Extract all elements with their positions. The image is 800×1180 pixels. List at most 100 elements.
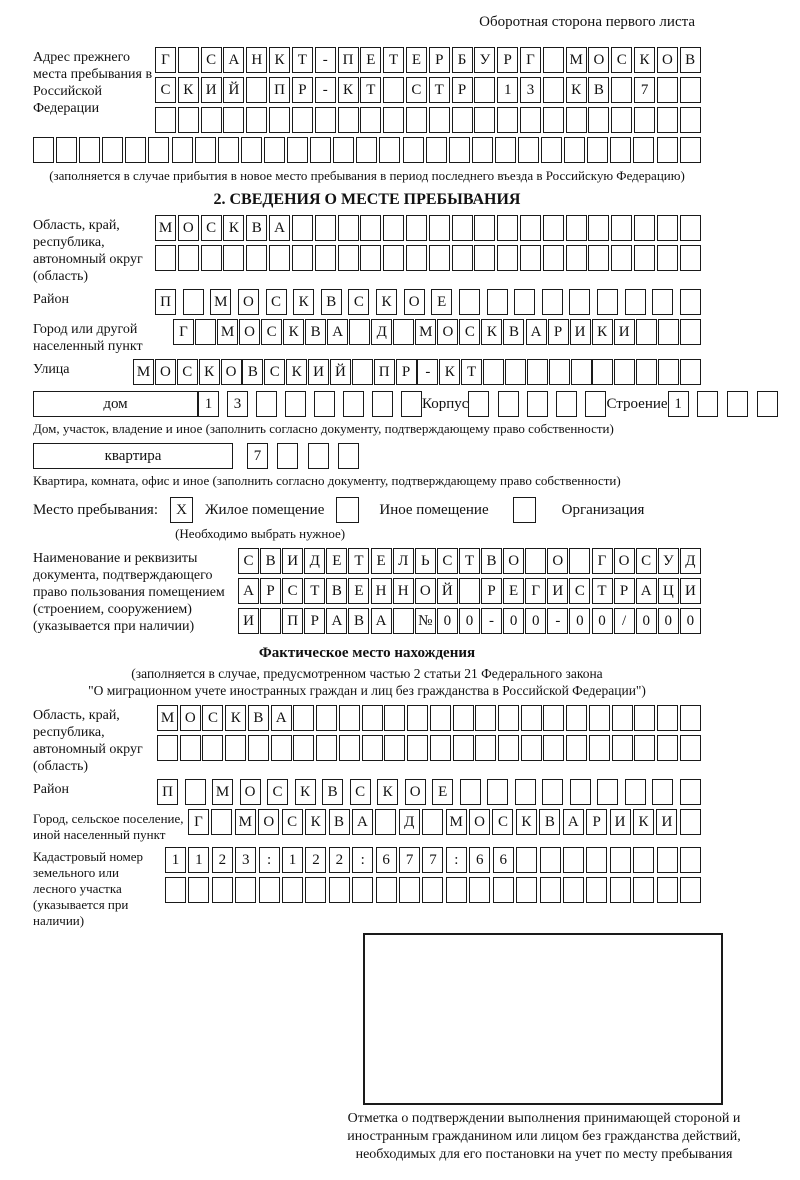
char-box: В xyxy=(260,548,282,574)
stay-type-row: Место пребывания: X Жилое помещение Иное… xyxy=(33,497,701,523)
char-box: 1 xyxy=(667,391,689,417)
char-box xyxy=(102,137,124,163)
char-box xyxy=(293,735,315,761)
char-box: С xyxy=(459,319,481,345)
char-box xyxy=(393,319,415,345)
char-box: А xyxy=(326,608,348,634)
char-box xyxy=(597,289,618,315)
char-box xyxy=(564,137,586,163)
char-box xyxy=(407,735,429,761)
char-box xyxy=(697,391,719,417)
char-box: 7 xyxy=(634,77,656,103)
char-box: Р xyxy=(304,608,326,634)
char-box xyxy=(634,245,656,271)
char-box: А xyxy=(525,319,547,345)
char-box xyxy=(451,245,473,271)
char-box xyxy=(291,215,313,241)
char-box: № xyxy=(414,608,436,634)
korpus-label: Корпус xyxy=(422,395,469,412)
apartment-row: квартира 7 xyxy=(33,443,701,469)
char-box xyxy=(356,137,378,163)
char-box xyxy=(679,809,701,835)
char-box xyxy=(428,107,450,133)
char-box: 2 xyxy=(305,847,327,873)
char-box xyxy=(314,215,336,241)
char-box xyxy=(291,245,313,271)
char-box xyxy=(611,215,633,241)
char-box xyxy=(328,877,350,903)
char-box xyxy=(428,245,450,271)
char-box xyxy=(211,877,233,903)
char-box: О xyxy=(154,359,176,385)
section2-title: 2. СВЕДЕНИЯ О МЕСТЕ ПРЕБЫВАНИЯ xyxy=(213,191,521,208)
char-box xyxy=(656,137,678,163)
char-box: Р xyxy=(428,47,450,73)
char-box: 7 xyxy=(247,443,268,469)
char-box: 2 xyxy=(328,847,350,873)
char-box: У xyxy=(657,548,679,574)
char-box xyxy=(566,735,588,761)
char-box: Ь xyxy=(414,548,436,574)
char-box: 0 xyxy=(436,608,458,634)
actual-district-label: Район xyxy=(33,782,69,797)
char-box xyxy=(383,215,405,241)
char-box xyxy=(399,877,421,903)
char-box: О xyxy=(258,809,280,835)
char-box: Г xyxy=(525,578,547,604)
char-box xyxy=(543,735,565,761)
char-box: Д xyxy=(371,319,393,345)
char-box: А xyxy=(270,705,292,731)
char-box: А xyxy=(327,319,349,345)
char-box: В xyxy=(242,359,264,385)
char-box xyxy=(269,107,291,133)
char-box xyxy=(475,705,497,731)
char-box: М xyxy=(415,319,437,345)
char-box xyxy=(657,705,679,731)
char-box xyxy=(474,77,496,103)
actual-location-note-1: (заполняется в случае, предусмотренном ч… xyxy=(131,666,603,681)
char-box: Т xyxy=(304,578,326,604)
char-box: К xyxy=(591,319,613,345)
char-box: А xyxy=(269,215,291,241)
char-box xyxy=(384,735,406,761)
char-box: : xyxy=(258,847,280,873)
char-box: С xyxy=(405,77,427,103)
char-box: Т xyxy=(428,77,450,103)
char-box: 7 xyxy=(422,847,444,873)
house-name-box: дом xyxy=(33,391,198,417)
char-box: Й xyxy=(329,359,351,385)
char-box: Р xyxy=(613,578,635,604)
char-box xyxy=(314,107,336,133)
char-box xyxy=(586,847,608,873)
char-box xyxy=(177,245,199,271)
char-box: К xyxy=(305,809,327,835)
char-box xyxy=(458,578,480,604)
char-box xyxy=(405,215,427,241)
char-box: С xyxy=(348,289,370,315)
char-box: Р xyxy=(586,809,608,835)
char-box xyxy=(445,877,467,903)
char-box xyxy=(566,705,588,731)
char-box xyxy=(184,779,206,805)
char-box xyxy=(656,245,678,271)
char-box: А xyxy=(223,47,245,73)
char-box xyxy=(483,359,504,385)
char-box xyxy=(471,137,493,163)
char-box xyxy=(407,705,429,731)
char-box: Р xyxy=(481,578,503,604)
char-box xyxy=(516,877,538,903)
char-box xyxy=(492,877,514,903)
char-box: В xyxy=(481,548,503,574)
apartment-name-box: квартира xyxy=(33,443,233,469)
char-box xyxy=(679,847,701,873)
char-box xyxy=(556,391,578,417)
char-box xyxy=(656,847,678,873)
apartment-note: Квартира, комната, офис и иное (заполнит… xyxy=(33,473,621,488)
char-box: К xyxy=(198,359,220,385)
char-box: Д xyxy=(304,548,326,574)
char-box xyxy=(520,215,541,241)
